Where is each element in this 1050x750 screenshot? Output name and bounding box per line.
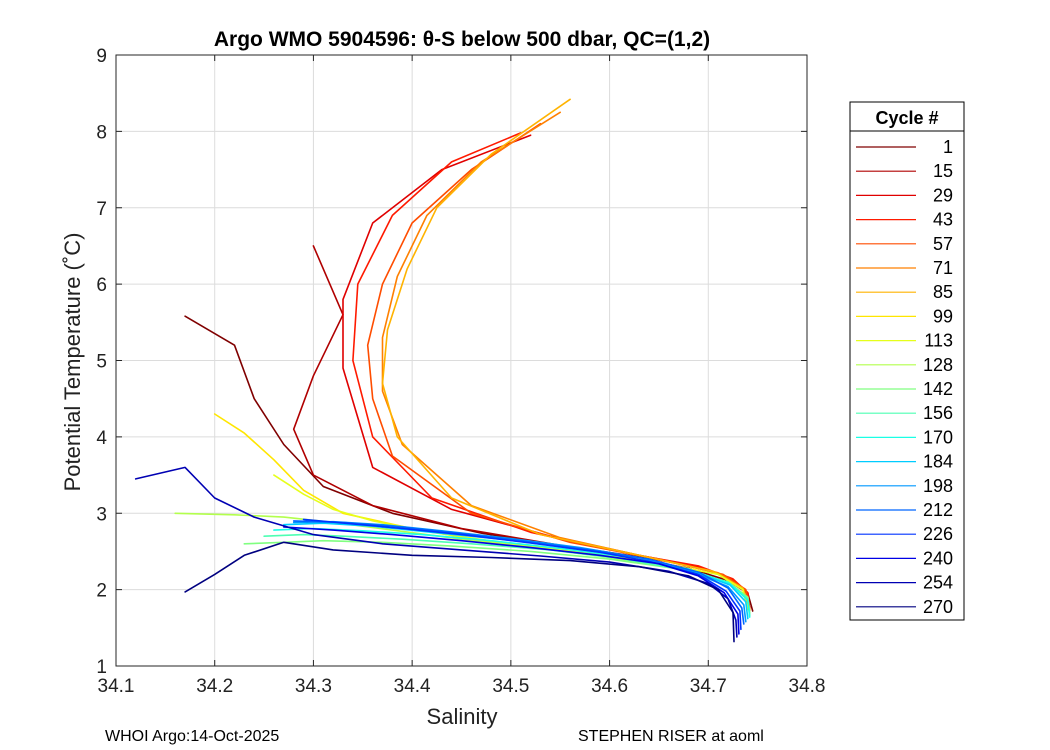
x-tick-label: 34.2 [196,676,233,697]
x-tick-label: 34.6 [591,676,628,697]
legend-label-85: 85 [933,282,953,302]
legend-label-170: 170 [923,427,953,447]
legend-label-15: 15 [933,161,953,181]
series-layer [134,98,754,643]
y-tick-label: 2 [96,581,107,602]
legend-label-29: 29 [933,185,953,205]
legend-label-71: 71 [933,258,953,278]
series-line-cycle-254 [134,466,738,638]
legend: Cycle # 1 15 29 43 57 71 85 99 113 128 142 156 170 18… [849,101,965,621]
legend-label-212: 212 [923,500,953,520]
x-tick-label: 34.8 [789,676,826,697]
chart-title: Argo WMO 5904596: θ-S below 500 dbar, QC… [214,28,710,51]
ticks: 34.1 34.2 34.3 34.4 34.5 34.6 34.7 34.8 1 2 3 4 5 6 7 8… [96,46,825,697]
legend-label-43: 43 [933,210,953,230]
y-tick-label: 8 [96,122,107,143]
legend-label-57: 57 [933,234,953,254]
series-line-cycle-71 [381,111,751,611]
legend-entries: 1 15 29 43 57 71 85 99 113 128 142 156 170 184 198 212 2… [856,137,953,617]
series-line-cycle-43 [352,132,751,612]
legend-label-99: 99 [933,306,953,326]
legend-label-1: 1 [943,137,953,157]
legend-title: Cycle # [875,108,938,128]
series-line-cycle-212 [292,520,745,625]
x-tick-label: 34.1 [98,676,135,697]
series-line-cycle-113 [273,474,749,611]
series-line-cycle-226 [302,518,742,631]
legend-label-128: 128 [923,355,953,375]
footer-left: WHOI Argo:14-Oct-2025 [105,728,279,745]
footer-right: STEPHEN RISER at aoml [578,728,764,745]
legend-label-113: 113 [924,331,953,351]
legend-label-198: 198 [923,476,953,496]
series-line-cycle-170 [273,527,751,618]
x-axis-label: Salinity [427,704,498,729]
legend-label-184: 184 [923,452,953,472]
y-tick-label: 6 [96,275,107,296]
series-line-cycle-57 [366,122,751,610]
y-tick-label: 4 [96,428,107,449]
legend-label-156: 156 [923,403,953,423]
y-tick-label: 3 [96,504,107,525]
x-tick-label: 34.4 [394,676,431,697]
legend-label-254: 254 [923,573,953,593]
y-tick-label: 9 [96,46,107,67]
legend-label-240: 240 [923,548,953,568]
legend-label-142: 142 [923,379,953,399]
plot-area: 34.1 34.2 34.3 34.4 34.5 34.6 34.7 34.8 1 2 3 4 5 6 7 8… [96,46,825,697]
x-tick-label: 34.7 [690,676,727,697]
y-axis-label: Potential Temperature (˚C) [60,233,85,492]
y-tick-label: 7 [96,199,107,220]
legend-label-270: 270 [923,597,953,617]
x-tick-label: 34.3 [295,676,332,697]
y-tick-label: 5 [96,352,107,373]
series-line-cycle-85 [381,98,750,611]
x-tick-label: 34.5 [492,676,529,697]
y-tick-label: 1 [96,657,107,678]
legend-label-226: 226 [923,524,953,544]
series-line-cycle-270 [184,541,735,643]
